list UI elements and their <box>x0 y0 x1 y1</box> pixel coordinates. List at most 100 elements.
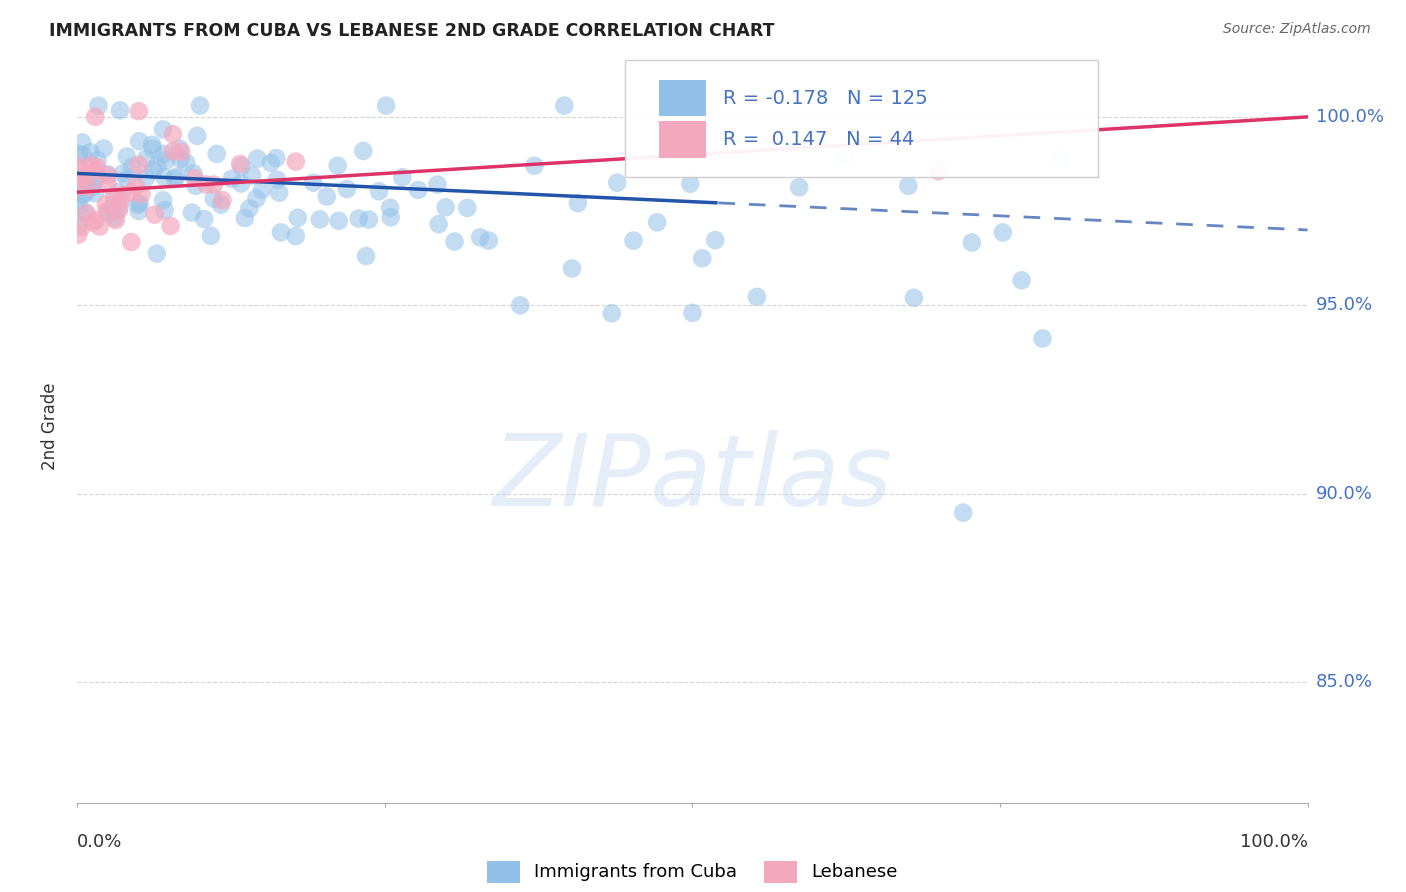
Point <box>266 172 288 186</box>
Point <box>561 261 583 276</box>
Point <box>202 178 225 192</box>
Point <box>67 227 90 242</box>
Point <box>146 158 169 172</box>
Point <box>960 235 983 250</box>
Point <box>96 178 118 192</box>
Point <box>72 148 94 162</box>
Point <box>284 229 307 244</box>
Point <box>84 110 107 124</box>
Point <box>166 169 188 184</box>
Point <box>184 178 207 193</box>
Point <box>69 199 91 213</box>
Point <box>97 207 120 221</box>
Point <box>82 215 104 229</box>
Point <box>347 211 370 226</box>
Point <box>682 306 704 320</box>
Point <box>105 186 128 200</box>
Point <box>928 164 950 178</box>
Point <box>82 179 104 194</box>
Y-axis label: 2nd Grade: 2nd Grade <box>41 382 59 470</box>
Point <box>72 187 94 202</box>
Point <box>188 98 211 112</box>
Point <box>121 186 143 200</box>
Point <box>623 234 645 248</box>
Point <box>72 169 94 184</box>
Point <box>76 172 98 186</box>
Point <box>153 203 176 218</box>
Point <box>834 151 856 165</box>
Point <box>246 152 269 166</box>
Point <box>67 218 90 232</box>
Point <box>100 202 122 216</box>
Point <box>186 128 208 143</box>
Point <box>70 220 93 235</box>
Point <box>152 194 174 208</box>
Point <box>80 158 103 172</box>
Point <box>229 157 252 171</box>
Point <box>991 226 1014 240</box>
Point <box>600 306 623 320</box>
Point <box>84 186 107 201</box>
Point <box>250 183 273 197</box>
Point <box>77 180 100 194</box>
Point <box>195 178 218 192</box>
Point <box>352 144 374 158</box>
Point <box>169 142 191 156</box>
Point <box>129 196 152 211</box>
Point <box>163 171 186 186</box>
Point <box>181 166 204 180</box>
Point <box>142 163 165 178</box>
Point <box>120 235 142 249</box>
Point <box>903 291 925 305</box>
Point <box>127 197 149 211</box>
Point <box>193 212 215 227</box>
Point <box>679 177 702 191</box>
Point <box>233 211 256 225</box>
Point <box>211 193 233 207</box>
Point <box>426 178 449 192</box>
Point <box>302 176 325 190</box>
Point <box>94 197 117 211</box>
Point <box>606 176 628 190</box>
Point <box>141 137 163 152</box>
Point <box>468 230 491 244</box>
Point <box>1011 273 1033 287</box>
Legend: Immigrants from Cuba, Lebanese: Immigrants from Cuba, Lebanese <box>479 854 905 889</box>
Point <box>308 212 330 227</box>
Point <box>84 213 107 227</box>
Point <box>121 160 143 174</box>
Point <box>86 161 108 175</box>
Point <box>169 152 191 166</box>
Bar <box>659 80 706 116</box>
Point <box>142 142 165 156</box>
Point <box>143 208 166 222</box>
Point <box>128 104 150 119</box>
Point <box>104 211 127 226</box>
Point <box>229 177 252 191</box>
Point <box>111 167 134 181</box>
Point <box>354 249 377 263</box>
Point <box>181 205 204 219</box>
Point <box>153 170 176 185</box>
Point <box>107 203 129 218</box>
Point <box>66 193 89 207</box>
Point <box>108 103 131 118</box>
Point <box>146 246 169 260</box>
Point <box>509 298 531 312</box>
Point <box>266 151 288 165</box>
Point <box>67 172 90 186</box>
Point <box>125 179 148 194</box>
Point <box>690 252 713 266</box>
Point <box>128 203 150 218</box>
Point <box>93 142 115 156</box>
Point <box>96 204 118 219</box>
Point <box>567 196 589 211</box>
Point <box>427 217 450 231</box>
FancyBboxPatch shape <box>624 61 1098 178</box>
Text: 95.0%: 95.0% <box>1316 296 1374 314</box>
Text: Source: ZipAtlas.com: Source: ZipAtlas.com <box>1223 22 1371 37</box>
Text: 85.0%: 85.0% <box>1316 673 1372 691</box>
Text: R =  0.147   N = 44: R = 0.147 N = 44 <box>723 130 914 149</box>
Text: IMMIGRANTS FROM CUBA VS LEBANESE 2ND GRADE CORRELATION CHART: IMMIGRANTS FROM CUBA VS LEBANESE 2ND GRA… <box>49 22 775 40</box>
Point <box>174 155 197 169</box>
